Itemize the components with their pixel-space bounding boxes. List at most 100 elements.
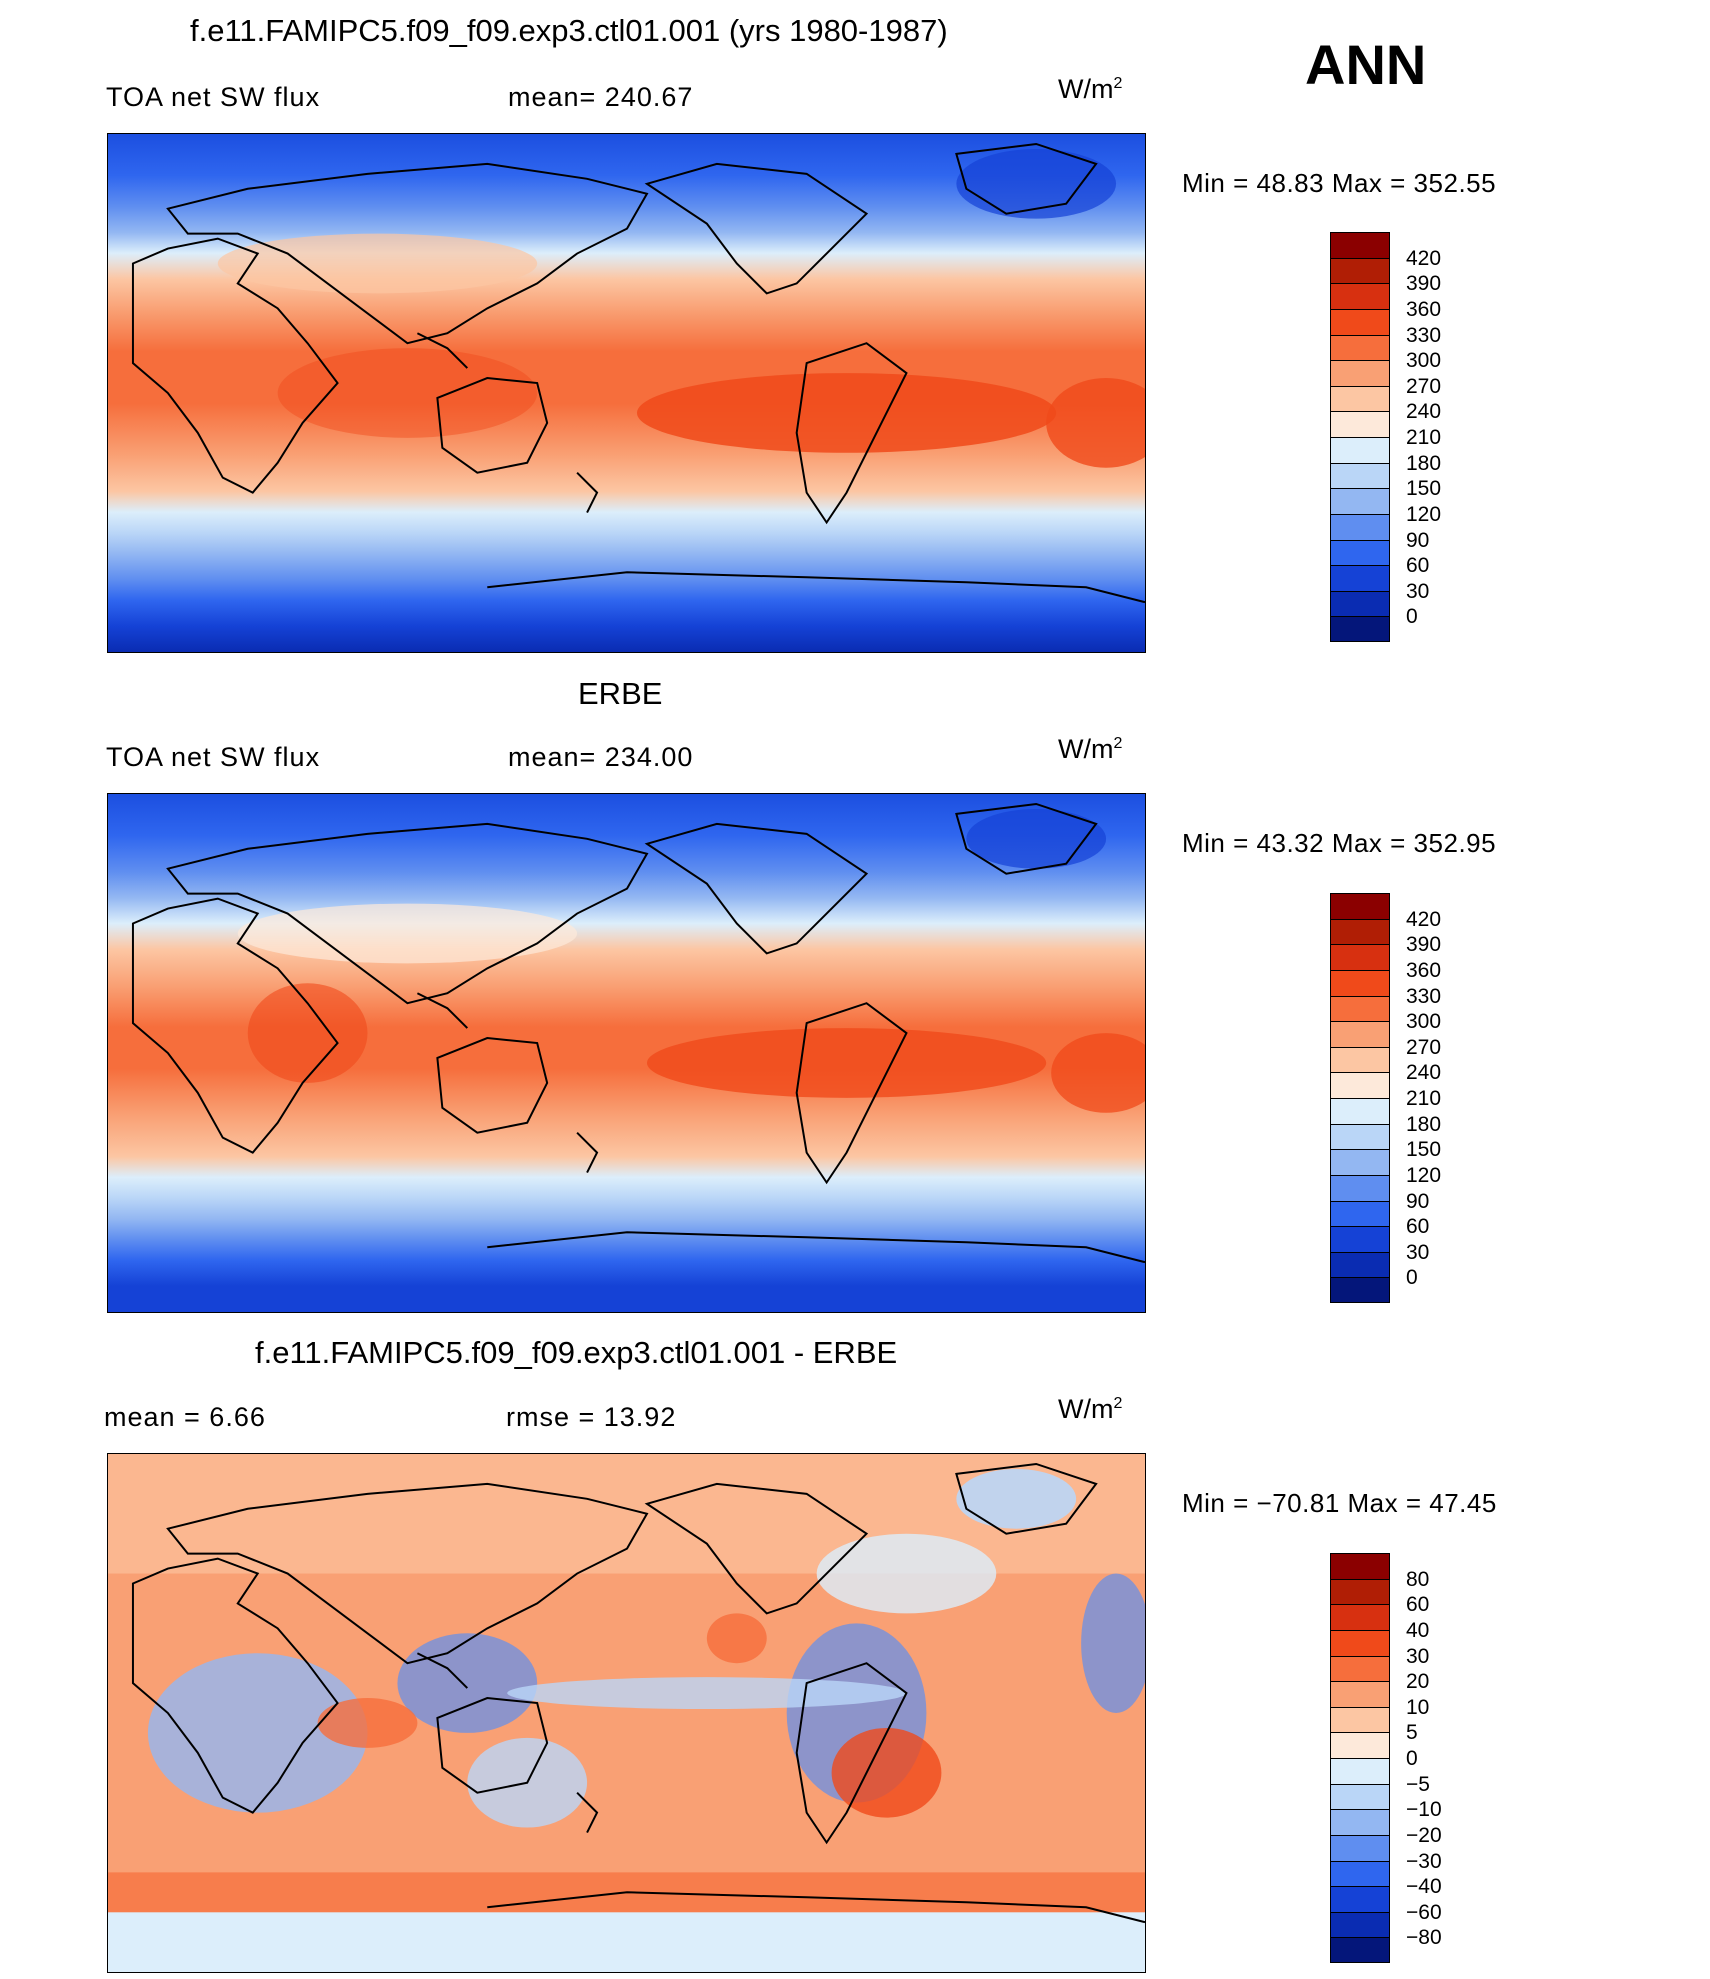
panel-3-minmax: Min = −70.81 Max = 47.45 xyxy=(1182,1488,1497,1518)
colorbar-swatch xyxy=(1331,1938,1389,1962)
colorbar-level-label: 30 xyxy=(1406,1240,1430,1264)
colorbar-level-label: −40 xyxy=(1406,1875,1442,1899)
colorbar-swatch xyxy=(1331,1278,1389,1302)
colorbar-swatch xyxy=(1331,1656,1389,1683)
colorbar-level-label: 60 xyxy=(1406,554,1430,578)
panel-1-mean: mean= 240.67 xyxy=(508,82,694,112)
panel-2-title: ERBE xyxy=(578,676,663,711)
panel-3-rmse: rmse = 13.92 xyxy=(506,1402,677,1432)
colorbar-swatch xyxy=(1331,1252,1389,1279)
panel-1-map xyxy=(107,133,1146,653)
colorbar-level-label: 60 xyxy=(1406,1215,1430,1239)
colorbar-swatch xyxy=(1331,1861,1389,1888)
panel-3-colorbar xyxy=(1330,1553,1390,1963)
colorbar-level-label: 120 xyxy=(1406,502,1442,526)
colorbar-swatch xyxy=(1331,1227,1389,1253)
colorbar-level-label: 360 xyxy=(1406,958,1442,982)
colorbar-swatch xyxy=(1331,894,1389,920)
colorbar-level-label: 390 xyxy=(1406,272,1442,296)
colorbar-level-label: 420 xyxy=(1406,246,1442,270)
colorbar-swatch xyxy=(1331,1682,1389,1708)
colorbar-level-label: 90 xyxy=(1406,528,1430,552)
colorbar-swatch xyxy=(1331,1630,1389,1657)
colorbar-swatch xyxy=(1331,540,1389,567)
colorbar-level-label: 20 xyxy=(1406,1670,1430,1694)
panel-3-map xyxy=(107,1453,1146,1973)
colorbar-swatch xyxy=(1331,945,1389,971)
colorbar-level-label: 420 xyxy=(1406,907,1442,931)
colorbar-level-label: −20 xyxy=(1406,1823,1442,1847)
colorbar-level-label: 360 xyxy=(1406,297,1442,321)
colorbar-level-label: 180 xyxy=(1406,1112,1442,1136)
colorbar-level-label: 390 xyxy=(1406,933,1442,957)
colorbar-level-label: 30 xyxy=(1406,1644,1430,1668)
panel-2-mean: mean= 234.00 xyxy=(508,742,694,772)
colorbar-swatch xyxy=(1331,438,1389,464)
panel-2-minmax: Min = 43.32 Max = 352.95 xyxy=(1182,828,1497,858)
colorbar-swatch xyxy=(1331,1124,1389,1151)
colorbar-swatch xyxy=(1331,591,1389,618)
colorbar-swatch xyxy=(1331,1759,1389,1785)
colorbar-level-label: −80 xyxy=(1406,1926,1442,1950)
colorbar-swatch xyxy=(1331,1047,1389,1074)
panel-3-mean: mean = 6.66 xyxy=(104,1402,266,1432)
colorbar-swatch xyxy=(1331,463,1389,490)
colorbar-level-label: 300 xyxy=(1406,349,1442,373)
colorbar-swatch xyxy=(1331,1579,1389,1606)
colorbar-level-label: 210 xyxy=(1406,1087,1442,1110)
panel-2-map xyxy=(107,793,1146,1313)
colorbar-level-label: −30 xyxy=(1406,1849,1442,1873)
colorbar-level-label: 240 xyxy=(1406,400,1442,424)
panel-3-title: f.e11.FAMIPC5.f09_f09.exp3.ctl01.001 - E… xyxy=(255,1335,898,1370)
panel-2-unit: W/m2 xyxy=(1058,734,1123,764)
colorbar-level-label: 210 xyxy=(1406,426,1442,449)
colorbar-swatch xyxy=(1331,617,1389,641)
colorbar-swatch xyxy=(1331,566,1389,592)
colorbar-level-label: 330 xyxy=(1406,323,1442,347)
colorbar-level-label: 90 xyxy=(1406,1189,1430,1213)
colorbar-swatch xyxy=(1331,258,1389,285)
colorbar-level-label: −5 xyxy=(1406,1772,1430,1796)
colorbar-swatch xyxy=(1331,1605,1389,1631)
colorbar-level-label: 30 xyxy=(1406,579,1430,603)
panel-2-colorbar xyxy=(1330,893,1390,1303)
colorbar-swatch xyxy=(1331,1175,1389,1202)
colorbar-swatch xyxy=(1331,1887,1389,1913)
colorbar-swatch xyxy=(1331,1099,1389,1125)
panel-1-unit: W/m2 xyxy=(1058,74,1123,104)
colorbar-level-label: −60 xyxy=(1406,1900,1442,1924)
colorbar-level-label: 0 xyxy=(1406,1266,1418,1290)
colorbar-swatch xyxy=(1331,1073,1389,1099)
colorbar-level-label: −10 xyxy=(1406,1798,1442,1822)
colorbar-swatch xyxy=(1331,1150,1389,1176)
colorbar-level-label: 330 xyxy=(1406,984,1442,1008)
colorbar-level-label: 80 xyxy=(1406,1567,1430,1591)
colorbar-swatch xyxy=(1331,919,1389,946)
colorbar-swatch xyxy=(1331,970,1389,997)
colorbar-swatch xyxy=(1331,1912,1389,1939)
colorbar-level-label: 180 xyxy=(1406,451,1442,475)
colorbar-swatch xyxy=(1331,233,1389,259)
colorbar-swatch xyxy=(1331,361,1389,387)
panel-1-minmax: Min = 48.83 Max = 352.55 xyxy=(1182,168,1497,198)
colorbar-level-label: 40 xyxy=(1406,1618,1430,1642)
colorbar-level-label: 300 xyxy=(1406,1010,1442,1034)
panel-3-unit: W/m2 xyxy=(1058,1394,1123,1424)
panel-1-title: f.e11.FAMIPC5.f09_f09.exp3.ctl01.001 (yr… xyxy=(190,13,948,48)
colorbar-swatch xyxy=(1331,284,1389,310)
colorbar-swatch xyxy=(1331,1835,1389,1862)
colorbar-level-label: 240 xyxy=(1406,1061,1442,1085)
colorbar-swatch xyxy=(1331,996,1389,1023)
colorbar-swatch xyxy=(1331,489,1389,515)
colorbar-level-label: 150 xyxy=(1406,1138,1442,1162)
colorbar-level-label: 10 xyxy=(1406,1695,1430,1719)
colorbar-swatch xyxy=(1331,335,1389,362)
colorbar-swatch xyxy=(1331,1784,1389,1811)
colorbar-level-label: 0 xyxy=(1406,1747,1418,1770)
colorbar-swatch xyxy=(1331,1810,1389,1836)
colorbar-level-label: 120 xyxy=(1406,1163,1442,1187)
season-label: ANN xyxy=(1305,33,1427,96)
colorbar-level-label: 0 xyxy=(1406,605,1418,629)
colorbar-swatch xyxy=(1331,1733,1389,1759)
panel-2-variable: TOA net SW flux xyxy=(106,742,321,772)
